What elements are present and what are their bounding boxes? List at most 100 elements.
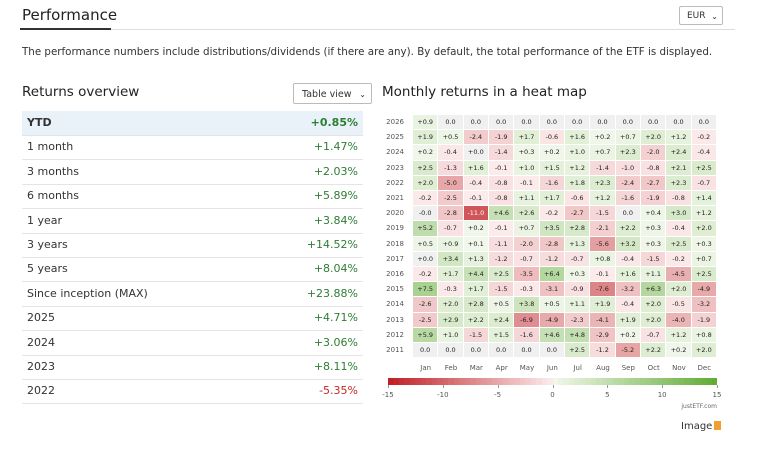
year-label: 2022 bbox=[386, 178, 404, 187]
heatmap-cell: -3.2 bbox=[691, 297, 717, 313]
heatmap-cell: -1.3 bbox=[438, 160, 464, 176]
heatmap-cell: +2.5 bbox=[413, 160, 439, 176]
colorbar-segment bbox=[678, 378, 685, 386]
heatmap-cell: +1.7 bbox=[463, 282, 489, 298]
heatmap-cell: +2.5 bbox=[565, 343, 591, 359]
heatmap-cell: 0.0 bbox=[463, 343, 489, 359]
month-label: Mar bbox=[469, 364, 483, 373]
heatmap-cell: -1.9 bbox=[489, 130, 515, 146]
heatmap-cell: +1.2 bbox=[590, 191, 616, 207]
heatmap-cell: +1.9 bbox=[590, 297, 616, 313]
heatmap-cell: 0.0 bbox=[514, 115, 540, 131]
period-label: 2023 bbox=[27, 360, 55, 373]
heatmap-cell: +0.3 bbox=[565, 267, 591, 283]
colorbar-segment bbox=[662, 378, 669, 386]
heatmap-cell: +2.0 bbox=[413, 175, 439, 191]
return-value: +8.04% bbox=[313, 262, 358, 276]
returns-row: 2023 +8.11% bbox=[22, 355, 363, 380]
heatmap-cell: -0.1 bbox=[489, 160, 515, 176]
heatmap-cell: +1.3 bbox=[565, 236, 591, 252]
heatmap-cell: -2.7 bbox=[641, 175, 667, 191]
colorbar-segment bbox=[541, 378, 548, 386]
colorbar-segment bbox=[514, 378, 521, 386]
colorbar-segment bbox=[547, 378, 553, 386]
heatmap-cell: +2.5 bbox=[489, 267, 515, 283]
heatmap-cell: +2.8 bbox=[565, 221, 591, 237]
year-label: 2023 bbox=[386, 163, 404, 172]
heatmap-cell: -0.4 bbox=[463, 175, 489, 191]
return-value: +8.11% bbox=[313, 360, 358, 373]
colorbar-segment bbox=[689, 378, 696, 386]
heatmap-cell: -3.1 bbox=[539, 282, 565, 298]
heatmap-cell: -4.9 bbox=[539, 312, 565, 328]
colorbar-tick-label: 15 bbox=[712, 391, 722, 400]
view-select[interactable]: Table view ⌄ bbox=[293, 83, 372, 104]
colorbar-tick bbox=[442, 385, 444, 389]
returns-row: YTD +0.85% bbox=[22, 111, 363, 136]
year-label: 2019 bbox=[386, 224, 404, 233]
heatmap-cell: +1.0 bbox=[514, 160, 540, 176]
currency-select[interactable]: EUR ⌄ bbox=[679, 6, 723, 25]
heatmap-cell: -2.5 bbox=[438, 191, 464, 207]
period-label: 3 years bbox=[27, 238, 68, 251]
colorbar-tick-label: 5 bbox=[605, 391, 610, 400]
heatmap-cell: +2.8 bbox=[463, 297, 489, 313]
heatmap-cell: -1.1 bbox=[489, 236, 515, 252]
heatmap-cell: -0.4 bbox=[666, 221, 692, 237]
image-link[interactable]: Image bbox=[681, 421, 722, 432]
heatmap-cell: +2.0 bbox=[641, 297, 667, 313]
colorbar-segment bbox=[426, 378, 433, 386]
heatmap-cell: 0.0 bbox=[514, 343, 540, 359]
heatmap-cell: -0.2 bbox=[413, 267, 439, 283]
heatmap-cell: +0.5 bbox=[539, 297, 565, 313]
heatmap-cell: +1.6 bbox=[615, 267, 641, 283]
heatmap-cell: +2.4 bbox=[489, 312, 515, 328]
heatmap-cell: +2.2 bbox=[615, 221, 641, 237]
period-label: Since inception (MAX) bbox=[27, 286, 148, 300]
colorbar-segment bbox=[398, 378, 405, 386]
colorbar-segment bbox=[552, 378, 559, 386]
heatmap-cell: -0.2 bbox=[691, 130, 717, 146]
return-value: +2.03% bbox=[313, 164, 358, 178]
month-label: Aug bbox=[596, 364, 610, 373]
heatmap-cell: +0.2 bbox=[615, 327, 641, 343]
colorbar-tick bbox=[662, 385, 664, 389]
heatmap-cell: +1.8 bbox=[565, 175, 591, 191]
year-label: 2012 bbox=[386, 330, 404, 339]
heatmap-cell: -0.2 bbox=[539, 206, 565, 222]
year-label: 2011 bbox=[386, 346, 404, 354]
heatmap-cell: +0.0 bbox=[413, 251, 439, 267]
year-label: 2016 bbox=[386, 270, 404, 278]
heatmap-cell: -0.3 bbox=[514, 282, 540, 298]
return-value: +23.88% bbox=[306, 286, 358, 300]
colorbar-segment bbox=[684, 378, 691, 386]
colorbar-segment bbox=[618, 378, 625, 386]
heatmap-cell: +0.9 bbox=[413, 115, 439, 131]
period-label: 1 month bbox=[27, 140, 74, 154]
heatmap-cell: -1.5 bbox=[463, 327, 489, 343]
returns-row: Since inception (MAX) +23.88% bbox=[22, 282, 363, 307]
colorbar-segment bbox=[645, 378, 652, 386]
heatmap-cell: +3.5 bbox=[539, 221, 565, 237]
heatmap-cell: +1.1 bbox=[565, 297, 591, 313]
heatmap-cell: -0.8 bbox=[489, 191, 515, 207]
colorbar-tick-label: -15 bbox=[382, 391, 394, 400]
returns-row: 3 months +2.03% bbox=[22, 160, 363, 185]
heatmap-cell: +0.3 bbox=[514, 145, 540, 161]
period-label: 2024 bbox=[27, 335, 55, 349]
heatmap-cell: +4.6 bbox=[539, 327, 565, 343]
heatmap-cell: -2.5 bbox=[413, 312, 439, 328]
heatmap-cell: +0.7 bbox=[514, 221, 540, 237]
heatmap-cell: +0.8 bbox=[691, 327, 717, 343]
return-value: +3.06% bbox=[313, 335, 358, 349]
returns-row: 1 month +1.47% bbox=[22, 135, 363, 161]
colorbar-segment bbox=[388, 378, 394, 386]
heatmap-cell: 0.0 bbox=[615, 206, 641, 222]
returns-row: 2024 +3.06% bbox=[22, 331, 363, 356]
colorbar-tick bbox=[717, 385, 718, 389]
heatmap-cell: -0.2 bbox=[413, 191, 439, 207]
colorbar-segment bbox=[525, 378, 532, 386]
heatmap-cell: -0.7 bbox=[514, 251, 540, 267]
colorbar-tick bbox=[497, 385, 499, 389]
month-label: Jan bbox=[420, 364, 432, 373]
